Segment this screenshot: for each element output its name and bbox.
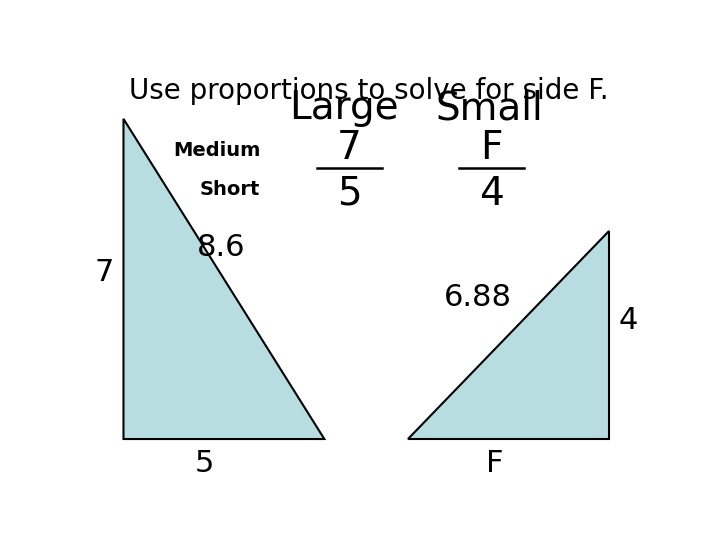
Text: Use proportions to solve for side F.: Use proportions to solve for side F. bbox=[129, 77, 609, 105]
Text: 5: 5 bbox=[337, 175, 361, 213]
Text: Small: Small bbox=[435, 90, 543, 127]
Text: 8.6: 8.6 bbox=[197, 233, 246, 262]
Polygon shape bbox=[408, 231, 609, 439]
Text: F: F bbox=[480, 129, 503, 167]
Text: 7: 7 bbox=[337, 129, 362, 167]
Text: 5: 5 bbox=[194, 449, 214, 478]
Text: 6.88: 6.88 bbox=[444, 283, 512, 312]
Polygon shape bbox=[124, 119, 324, 439]
Text: 7: 7 bbox=[94, 258, 114, 287]
Text: Short: Short bbox=[200, 180, 260, 199]
Text: 4: 4 bbox=[480, 175, 504, 213]
Text: 4: 4 bbox=[618, 306, 638, 335]
Text: Large: Large bbox=[289, 90, 399, 127]
Text: F: F bbox=[486, 449, 503, 478]
Text: Medium: Medium bbox=[173, 140, 260, 159]
